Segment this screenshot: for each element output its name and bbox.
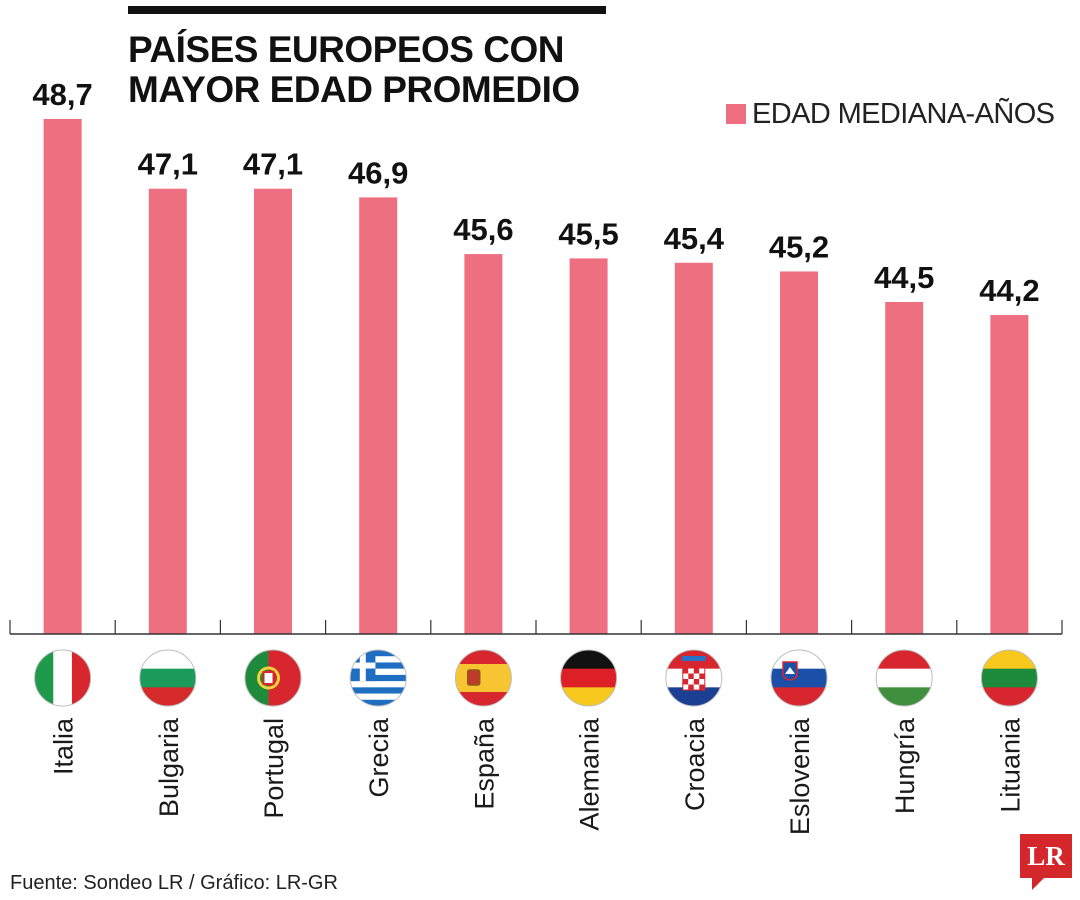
bar-eslovenia (780, 271, 818, 634)
x-axis (9, 620, 1063, 635)
croatia-flag-icon (665, 649, 723, 707)
bar-portugal (254, 188, 292, 634)
lithuania-flag-icon (980, 649, 1038, 707)
italy-flag-icon (34, 649, 92, 707)
value-label: 45,4 (664, 221, 725, 256)
bar-croacia (674, 262, 713, 634)
value-label: 45,6 (453, 212, 513, 247)
legend-swatch (726, 104, 746, 124)
value-label: 45,5 (558, 216, 618, 251)
bar-bulgaria (148, 188, 187, 634)
chart-title-line-1: PAÍSES EUROPEOS CON (128, 29, 564, 70)
legend-label: EDAD MEDIANA-AÑOS (752, 97, 1055, 130)
value-label: 44,5 (874, 260, 934, 295)
value-label: 47,1 (243, 147, 303, 182)
hungary-flag-icon (875, 649, 933, 707)
chart-title-line-2: MAYOR EDAD PROMEDIO (128, 69, 580, 110)
category-label: Hungría (890, 717, 920, 814)
category-label: Croacia (680, 717, 710, 811)
bulgaria-flag-icon (139, 649, 197, 707)
category-label: Eslovenia (785, 717, 815, 835)
value-label: 44,2 (979, 273, 1039, 308)
germany-flag-icon (560, 649, 618, 707)
legend: EDAD MEDIANA-AÑOS (726, 96, 1055, 132)
labels-group: 48,7 Italia 47,1 Bulgaria 47,1 Portugal 46,9 Gr… (32, 77, 1039, 835)
value-label: 47,1 (138, 147, 198, 182)
slovenia-flag-icon (770, 649, 828, 707)
lr-logo-tail (1032, 878, 1044, 890)
greece-flag-icon (349, 649, 407, 707)
bar-alemania (569, 258, 608, 634)
value-label: 46,9 (348, 155, 408, 190)
bars-group (43, 119, 1029, 634)
portugal-flag-icon (244, 649, 302, 707)
bar-hungría (885, 301, 924, 634)
category-label: Portugal (259, 718, 289, 819)
flags-group (34, 649, 1038, 707)
value-label: 48,7 (32, 77, 92, 112)
category-label: Alemania (575, 717, 605, 831)
chart-title: PAÍSES EUROPEOS CON MAYOR EDAD PROMEDIO (128, 30, 728, 110)
lr-logo-text: LR (1020, 834, 1072, 878)
value-label: 45,2 (769, 229, 829, 264)
category-label: Grecia (364, 717, 394, 798)
category-label: Bulgaria (154, 717, 184, 817)
bar-españa (464, 254, 503, 634)
bar-lituania (990, 315, 1029, 634)
bar-grecia (359, 197, 398, 634)
category-label: Italia (49, 717, 79, 775)
category-label: España (469, 717, 499, 810)
category-label: Lituania (995, 717, 1025, 813)
bar-italia (43, 119, 82, 634)
title-rule (128, 6, 606, 14)
spain-flag-icon (454, 649, 512, 707)
lr-logo: LR (1020, 834, 1072, 892)
source-note: Fuente: Sondeo LR / Gráfico: LR-GR (10, 872, 338, 894)
